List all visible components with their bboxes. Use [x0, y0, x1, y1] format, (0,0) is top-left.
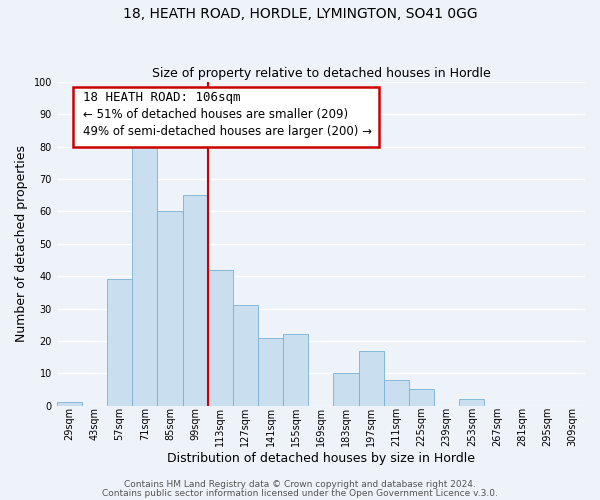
Bar [107, 280, 132, 406]
Bar [409, 390, 434, 406]
Text: ← 51% of detached houses are smaller (209): ← 51% of detached houses are smaller (20… [83, 108, 349, 121]
Bar [334, 373, 359, 406]
Bar [283, 334, 308, 406]
Text: 18 HEATH ROAD: 106sqm: 18 HEATH ROAD: 106sqm [83, 91, 241, 104]
Bar [233, 306, 258, 406]
Text: Contains public sector information licensed under the Open Government Licence v.: Contains public sector information licen… [102, 488, 498, 498]
Bar [182, 196, 208, 406]
Bar [57, 402, 82, 406]
Bar [459, 399, 484, 406]
FancyBboxPatch shape [73, 87, 379, 147]
Bar [157, 212, 182, 406]
X-axis label: Distribution of detached houses by size in Hordle: Distribution of detached houses by size … [167, 452, 475, 465]
Text: 49% of semi-detached houses are larger (200) →: 49% of semi-detached houses are larger (… [83, 125, 372, 138]
Bar [208, 270, 233, 406]
Y-axis label: Number of detached properties: Number of detached properties [15, 146, 28, 342]
Text: 18, HEATH ROAD, HORDLE, LYMINGTON, SO41 0GG: 18, HEATH ROAD, HORDLE, LYMINGTON, SO41 … [122, 8, 478, 22]
Title: Size of property relative to detached houses in Hordle: Size of property relative to detached ho… [152, 66, 490, 80]
Text: Contains HM Land Registry data © Crown copyright and database right 2024.: Contains HM Land Registry data © Crown c… [124, 480, 476, 489]
Bar [258, 338, 283, 406]
Bar [132, 140, 157, 406]
Bar [359, 350, 384, 406]
Bar [384, 380, 409, 406]
